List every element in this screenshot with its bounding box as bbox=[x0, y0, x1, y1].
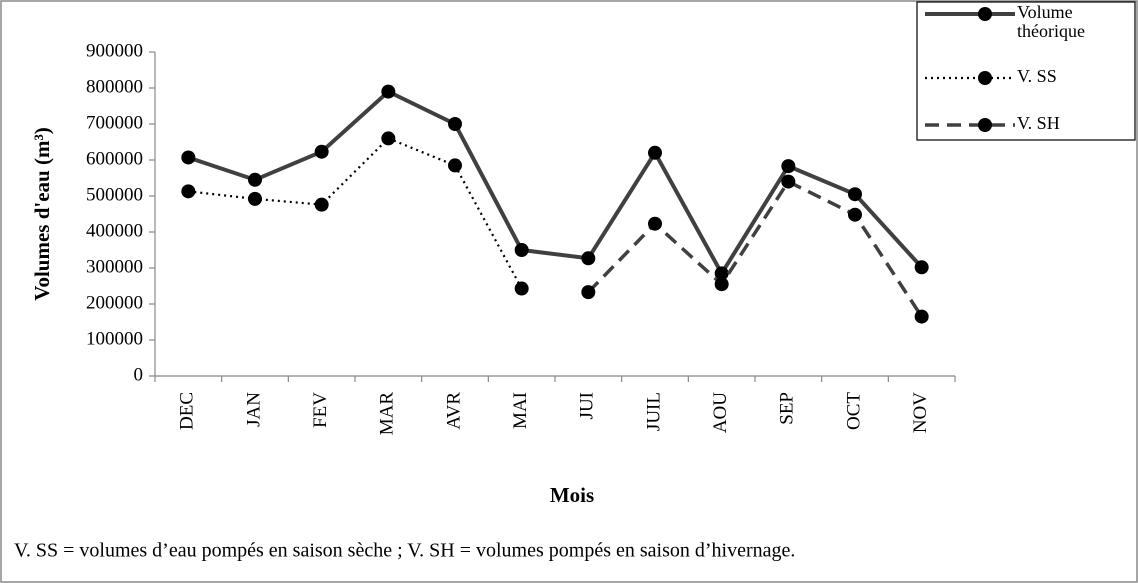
x-tick-label: JAN bbox=[243, 392, 264, 427]
legend-label: V. SH bbox=[1017, 114, 1060, 133]
legend-entry: V. SH bbox=[1017, 114, 1060, 133]
y-tick-label: 0 bbox=[134, 364, 144, 385]
data-point bbox=[581, 285, 596, 300]
data-point bbox=[314, 144, 329, 159]
data-point bbox=[248, 191, 262, 206]
legend-box bbox=[916, 1, 1136, 141]
x-axis-label: Mois bbox=[550, 483, 594, 507]
legend-entry: V. SS bbox=[1017, 67, 1057, 86]
footnote: V. SS = volumes d’eau pompés en saison s… bbox=[14, 540, 795, 562]
x-tick-label: JUI bbox=[577, 392, 598, 419]
series-line bbox=[187, 89, 924, 278]
data-point bbox=[648, 145, 662, 160]
legend-label: Volume théorique bbox=[1017, 3, 1085, 41]
x-tick-label: SEP bbox=[777, 392, 798, 425]
y-tick-label: 900000 bbox=[86, 40, 143, 61]
data-point bbox=[581, 251, 596, 266]
data-point bbox=[648, 216, 662, 231]
series-line bbox=[188, 137, 523, 290]
y-tick-label: 400000 bbox=[86, 220, 143, 241]
y-tick-label: 800000 bbox=[86, 76, 143, 97]
series-line bbox=[587, 179, 924, 318]
y-tick-label: 600000 bbox=[86, 148, 143, 169]
data-point bbox=[781, 159, 796, 174]
data-point bbox=[448, 158, 462, 173]
legend-marker bbox=[978, 7, 992, 21]
y-tick-label: 700000 bbox=[86, 112, 143, 133]
data-point bbox=[181, 150, 196, 165]
data-point bbox=[381, 131, 396, 146]
y-tick-label: 500000 bbox=[86, 184, 143, 205]
legend-label: V. SS bbox=[1017, 67, 1057, 86]
x-tick-label: AOU bbox=[710, 392, 731, 433]
data-point bbox=[848, 187, 862, 202]
legend-marker bbox=[978, 71, 992, 85]
legend-entry: Volume théorique bbox=[1017, 3, 1085, 41]
data-point bbox=[914, 309, 929, 324]
data-point bbox=[714, 277, 729, 292]
x-tick-label: JUIL bbox=[643, 392, 664, 431]
y-tick-label: 300000 bbox=[86, 256, 143, 277]
data-point bbox=[248, 172, 262, 187]
x-tick-label: OCT bbox=[843, 392, 864, 430]
x-tick-label: AVR bbox=[443, 392, 464, 430]
y-axis-label: Volumes d'eau (m³) bbox=[30, 127, 54, 301]
data-point bbox=[181, 184, 196, 199]
data-point bbox=[714, 266, 729, 281]
data-point bbox=[448, 117, 462, 131]
legend-marker bbox=[978, 118, 992, 132]
data-point bbox=[314, 197, 329, 212]
x-tick-label: MAI bbox=[510, 392, 531, 429]
x-tick-label: MAR bbox=[377, 392, 398, 436]
x-tick-label: NOV bbox=[910, 392, 931, 433]
data-point bbox=[514, 281, 529, 296]
data-point bbox=[381, 84, 396, 99]
y-tick-label: 200000 bbox=[86, 292, 143, 313]
x-tick-label: DEC bbox=[177, 392, 198, 430]
data-point bbox=[848, 207, 862, 222]
y-tick-label: 100000 bbox=[86, 328, 143, 349]
data-point bbox=[514, 243, 529, 257]
x-tick-label: FEV bbox=[310, 392, 331, 428]
data-point bbox=[781, 174, 796, 189]
data-point bbox=[914, 260, 929, 275]
